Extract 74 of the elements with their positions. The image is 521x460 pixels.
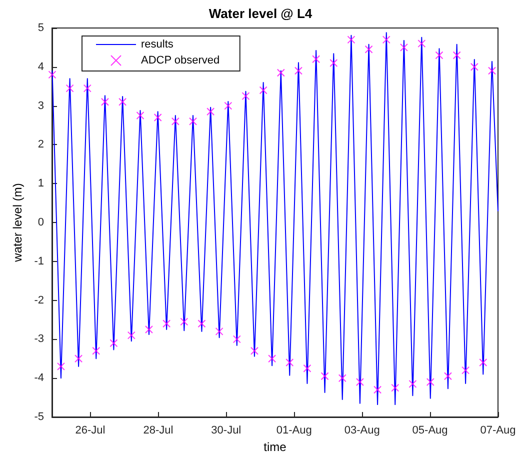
point [162, 320, 171, 328]
point [408, 380, 417, 388]
point [312, 55, 320, 64]
point [364, 45, 373, 54]
point [488, 66, 496, 75]
y-tick-label: 3 [38, 100, 44, 112]
point [83, 84, 92, 92]
point [144, 325, 153, 334]
point [206, 108, 215, 116]
x-tick-label: 28-Jul [143, 424, 174, 436]
point [171, 117, 180, 126]
y-tick-label: -3 [34, 333, 44, 346]
point [74, 354, 83, 363]
chart-title: Water level @ L4 [208, 6, 313, 21]
point [330, 59, 338, 68]
point [48, 70, 56, 79]
point [56, 362, 65, 370]
y-tick-label: -5 [34, 411, 44, 423]
point [452, 51, 461, 60]
point [303, 364, 312, 372]
point [232, 335, 241, 344]
x-tick-label: 30-Jul [211, 424, 242, 436]
point [180, 318, 188, 326]
x-tick-label: 03-Aug [344, 424, 380, 436]
point [66, 84, 74, 92]
point [127, 331, 136, 340]
y-tick-label: -2 [34, 294, 44, 306]
point [188, 117, 197, 126]
point [198, 320, 206, 328]
point [356, 378, 364, 386]
point [470, 62, 478, 71]
x-tick-label: 07-Aug [480, 424, 516, 436]
point [426, 378, 434, 386]
point [391, 384, 400, 392]
point [110, 339, 118, 348]
y-tick-label: 0 [38, 216, 44, 228]
point [154, 113, 162, 122]
point [382, 36, 390, 44]
point [215, 327, 224, 336]
y-tick-label: -1 [34, 255, 44, 268]
point [276, 68, 285, 77]
point [286, 358, 294, 367]
point [224, 102, 232, 110]
y-tick-label: 4 [38, 60, 44, 73]
y-tick-label: -4 [34, 372, 44, 384]
x-tick-label: 26-Jul [75, 424, 106, 436]
x-axis-title: time [264, 440, 287, 454]
point [294, 66, 302, 75]
y-tick-label: 5 [38, 22, 44, 34]
x-tick-label: 01-Aug [276, 424, 312, 436]
legend-label: ADCP observed [141, 54, 220, 66]
point [400, 43, 408, 52]
point [338, 374, 346, 382]
point [250, 346, 258, 355]
point [242, 92, 250, 100]
point [435, 51, 444, 60]
point [92, 346, 100, 355]
legend-label: results [141, 38, 174, 50]
point [347, 36, 356, 44]
point [479, 358, 488, 367]
point [118, 98, 127, 106]
y-tick-label: 1 [38, 178, 44, 190]
point [418, 40, 426, 48]
point [462, 366, 470, 374]
x-tick-label: 05-Aug [412, 424, 448, 436]
y-axis-title: water level (m) [10, 183, 24, 263]
point [100, 98, 109, 106]
point [320, 372, 329, 380]
point [374, 386, 382, 394]
point [444, 372, 452, 380]
point [136, 112, 144, 120]
y-tick-label: 2 [38, 138, 44, 151]
point [259, 86, 268, 94]
point [268, 354, 276, 363]
